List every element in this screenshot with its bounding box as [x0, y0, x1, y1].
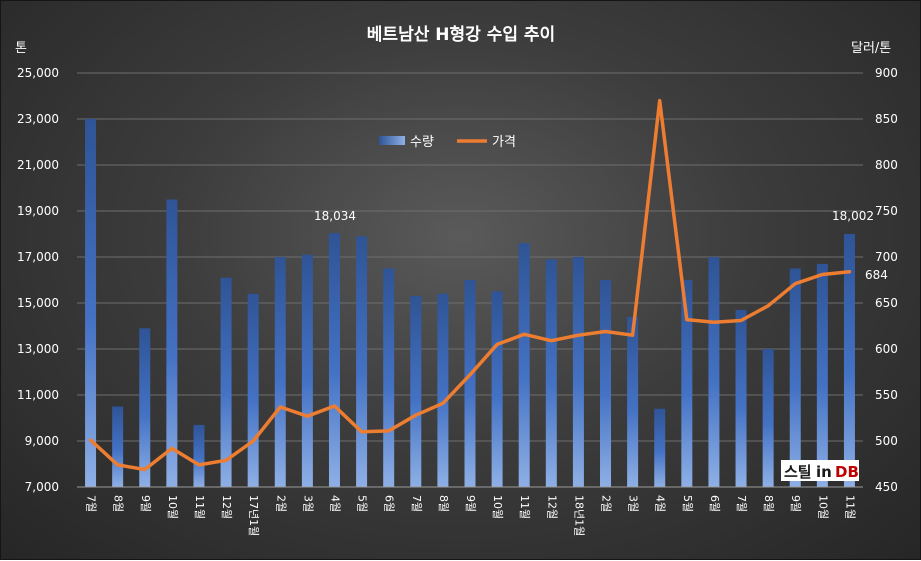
y-right-tick-label: 600 [875, 342, 898, 356]
x-tick-label: 2월 [600, 495, 613, 512]
x-tick-label: 4월 [654, 495, 667, 512]
y-right-tick-label: 900 [875, 66, 898, 80]
x-tick-label: 5월 [681, 495, 694, 512]
x-tick-label: 6월 [708, 495, 721, 512]
bar [166, 200, 177, 488]
bar [790, 269, 801, 488]
x-tick-label: 17년1월 [247, 495, 260, 536]
bar [85, 119, 96, 487]
legend-bar-label: 수량 [410, 135, 434, 150]
x-tick-label: 12월 [545, 495, 558, 519]
bar [546, 259, 557, 487]
x-tick-label: 9월 [464, 495, 477, 512]
bar [465, 280, 476, 487]
bar [437, 294, 448, 487]
bar [356, 236, 367, 487]
bar [600, 280, 611, 487]
y-right-tick-label: 550 [875, 388, 898, 402]
y-left-tick-label: 13,000 [17, 342, 59, 356]
y-left-tick-label: 19,000 [17, 204, 59, 218]
y-right-tick-label: 850 [875, 112, 898, 126]
x-tick-label: 10월 [816, 495, 829, 519]
x-tick-label: 11월 [518, 495, 531, 519]
legend: 수량 가격 [379, 135, 516, 150]
x-tick-label: 10월 [491, 495, 504, 519]
data-label-price-last: 684 [865, 268, 888, 282]
bar [708, 257, 719, 487]
x-tick-label: 4월 [328, 495, 341, 512]
y-left-tick-label: 23,000 [17, 112, 59, 126]
bar [492, 292, 503, 488]
bar [817, 264, 828, 487]
x-tick-label: 3월 [627, 495, 640, 512]
y-right-tick-label: 800 [875, 158, 898, 172]
y-left-tick-label: 7,000 [25, 480, 59, 494]
x-tick-label: 11월 [843, 495, 856, 519]
x-tick-label: 7월 [85, 495, 98, 512]
y-left-tick-label: 11,000 [17, 388, 59, 402]
chart-title: 베트남산 H형강 수입 추이 [367, 24, 555, 45]
bar [302, 255, 313, 487]
brand-text-c: DB [835, 463, 859, 481]
x-tick-label: 9월 [139, 495, 152, 512]
y-left-unit: 톤 [15, 41, 27, 56]
legend-line-label: 가격 [492, 135, 516, 150]
bar [248, 294, 259, 487]
y-left-tick-label: 25,000 [17, 66, 59, 80]
x-tick-label: 8월 [437, 495, 450, 512]
y-right-tick-label: 750 [875, 204, 898, 218]
y-right-unit: 달러/톤 [851, 41, 891, 56]
y-right-tick-label: 650 [875, 296, 898, 310]
brand-text-b: in [816, 463, 832, 481]
data-label-bar-last: 18,002 [832, 209, 874, 223]
y-right-tick-label: 500 [875, 434, 898, 448]
bar [383, 269, 394, 488]
bar [139, 328, 150, 487]
bar [736, 310, 747, 487]
x-tick-label: 3월 [301, 495, 314, 512]
bar [627, 317, 638, 487]
legend-bar-swatch [379, 136, 405, 145]
bar [193, 425, 204, 487]
y-right-tick-label: 700 [875, 250, 898, 264]
y-left-tick-label: 9,000 [25, 434, 59, 448]
brand-text-a: 스틸 [784, 463, 812, 481]
data-label-bar-april: 18,034 [314, 209, 356, 223]
x-tick-label: 2월 [274, 495, 287, 512]
x-tick-label: 12월 [220, 495, 233, 519]
bar [329, 233, 340, 487]
bar [763, 349, 774, 487]
y-right-tick-label: 450 [875, 480, 898, 494]
x-tick-label: 8월 [112, 495, 125, 512]
bar [654, 409, 665, 487]
x-tick-label: 8월 [762, 495, 775, 512]
x-tick-label: 10월 [166, 495, 179, 519]
bar [573, 257, 584, 487]
brand-logo: 스틸 in DB [781, 460, 859, 481]
bar [410, 296, 421, 487]
x-tick-label: 6월 [383, 495, 396, 512]
x-tick-label: 7월 [735, 495, 748, 512]
bar [112, 407, 123, 488]
y-left-tick-label: 15,000 [17, 296, 59, 310]
bar [519, 243, 530, 487]
x-tick-label: 9월 [789, 495, 802, 512]
x-tick-label: 18년1월 [572, 495, 585, 536]
y-left-tick-label: 21,000 [17, 158, 59, 172]
y-left-tick-label: 17,000 [17, 250, 59, 264]
x-tick-label: 5월 [356, 495, 369, 512]
bar [275, 257, 286, 487]
x-tick-label: 11월 [193, 495, 206, 519]
x-tick-label: 7월 [410, 495, 423, 512]
